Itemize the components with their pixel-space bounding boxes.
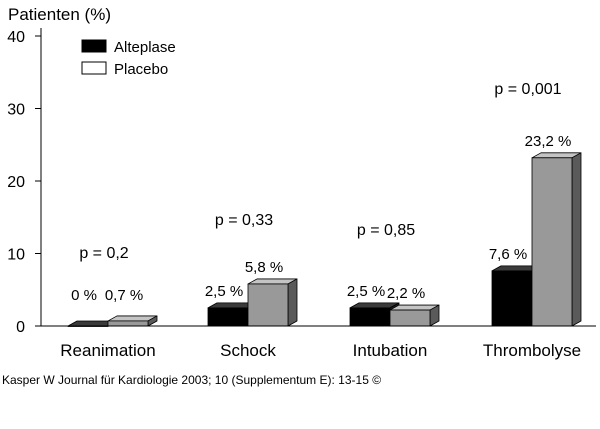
y-tick-label: 20 [7, 174, 25, 191]
p-value-label: p = 0,2 [79, 245, 128, 262]
x-axis: Reanimation Schock Intubation Thrombolyse [41, 325, 596, 360]
bar-side [287, 278, 298, 327]
y-tick-label: 0 [16, 319, 25, 336]
legend: Alteplase Placebo [81, 39, 176, 78]
value-label: 7,6 % [489, 246, 527, 263]
value-label: 2,5 % [347, 283, 385, 300]
bar-front [207, 307, 249, 327]
value-label: 2,5 % [205, 283, 243, 300]
p-value-label: p = 0,33 [215, 212, 273, 229]
value-label: 0,7 % [105, 287, 143, 304]
legend-label: Alteplase [114, 39, 176, 56]
bar-front [389, 309, 431, 327]
x-tick-label: Thrombolyse [483, 341, 581, 360]
bar-front [349, 307, 391, 327]
value-label: 23,2 % [525, 133, 572, 150]
bar-chart: Patienten (%) 0 10 20 30 40 0 % 0,7 % p = 0,2 2… [7, 5, 596, 360]
value-label: 5,8 % [245, 259, 283, 276]
bar-front [491, 270, 533, 327]
bar [247, 278, 298, 327]
x-tick-label: Schock [220, 341, 276, 360]
x-tick-label: Reanimation [60, 341, 155, 360]
bar-front [247, 283, 289, 327]
legend-label: Placebo [114, 61, 168, 78]
source-caption: Kasper W Journal für Kardiologie 2003; 1… [2, 373, 382, 387]
data-labels: 0 % 0,7 %p = 0,22,5 %5,8 %p = 0,332,5 % 2,… [71, 81, 571, 304]
y-tick-label: 40 [7, 29, 25, 46]
bar-front [107, 320, 149, 327]
y-tick-label: 30 [7, 102, 25, 119]
legend-swatch [81, 61, 107, 75]
legend-swatch [81, 39, 107, 53]
x-tick-label: Intubation [353, 341, 428, 360]
bar-side [571, 152, 582, 327]
value-label: 0 % [71, 287, 97, 304]
bars [67, 152, 582, 327]
p-value-label: p = 0,85 [357, 222, 415, 239]
bar [389, 304, 440, 327]
p-value-label: p = 0,001 [494, 81, 561, 98]
y-axis-title: Patienten (%) [8, 5, 111, 24]
y-tick-label: 10 [7, 247, 25, 264]
y-axis: 0 10 20 30 40 [7, 28, 42, 336]
bar [107, 315, 158, 327]
bar [531, 152, 582, 327]
value-label: 2,2 % [387, 285, 425, 302]
bar-front [531, 157, 573, 327]
